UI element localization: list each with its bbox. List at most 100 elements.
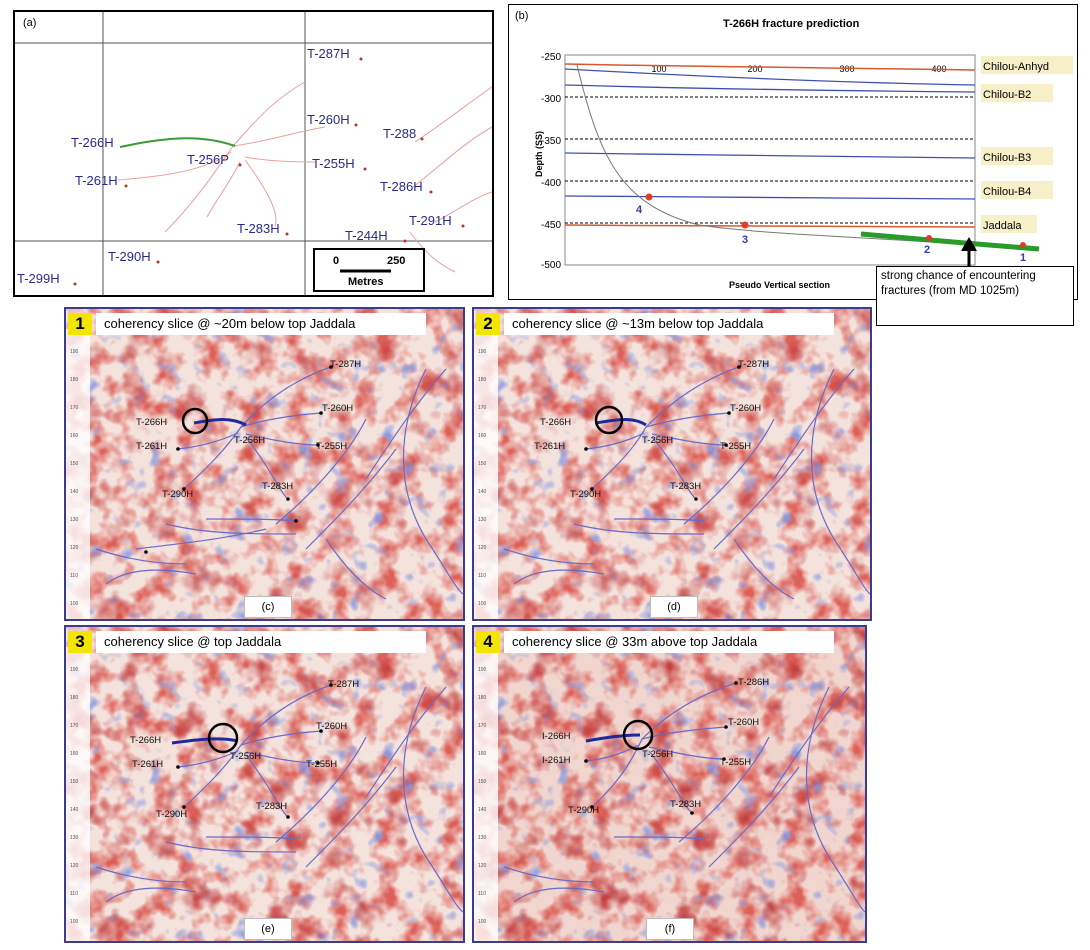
axis-tick: 100 — [70, 601, 79, 607]
trajectory-t244h — [409, 231, 456, 273]
slice-well-label: T-255H — [720, 757, 751, 768]
axis-tick: 190 — [478, 349, 487, 355]
well-label: T-287H — [307, 46, 350, 61]
y-tick: -250 — [541, 52, 561, 63]
chart-title: T-266H fracture prediction — [723, 18, 860, 30]
horizon-label: Chilou-Anhyd — [983, 61, 1049, 73]
slice-number-badge: 1 — [68, 313, 92, 335]
panel-a: (a) T-287H T-260H T-288 T-266H T-256P T-… — [13, 10, 494, 297]
well-label: T-256P — [187, 152, 229, 167]
trajectory-t283h — [244, 159, 277, 228]
axis-tick: 160 — [478, 751, 487, 757]
panel-b-label: (b) — [515, 10, 528, 22]
slice-well-label: T-266H — [130, 735, 161, 746]
trajectory-t286h — [412, 126, 492, 188]
axis-tick: 190 — [478, 667, 487, 673]
axis-tick: 140 — [70, 807, 79, 813]
well-label: T-255H — [312, 156, 355, 171]
axis-tick: 190 — [70, 667, 79, 673]
horizon-jaddala — [564, 224, 976, 228]
axis-tick: 130 — [478, 835, 487, 841]
slice-panel-4: 190 180 170 160 150 140 130 120 110 100 … — [472, 625, 867, 943]
slice-4-image: 190 180 170 160 150 140 130 120 110 100 … — [474, 627, 865, 941]
horizon-label: Jaddala — [983, 220, 1022, 232]
axis-tick: 150 — [478, 461, 487, 467]
axis-tick: 130 — [70, 517, 79, 523]
axis-tick: 110 — [70, 891, 78, 897]
axis-tick: 100 — [478, 919, 487, 925]
slice-title: coherency slice @ 33m above top Jaddala — [504, 631, 834, 653]
axis-tick: 110 — [478, 573, 486, 579]
slice-well-label: T-255H — [720, 441, 751, 452]
trajectory-t291h — [434, 191, 492, 223]
axis-tick: 130 — [478, 517, 487, 523]
fracture-zone — [860, 231, 1040, 252]
axis-tick: 120 — [478, 545, 487, 551]
axis-tick: 190 — [70, 349, 79, 355]
horizon-chilou-b2 — [564, 84, 976, 93]
axis-tick: 170 — [70, 723, 79, 729]
x-tick: 200 — [747, 64, 762, 74]
slice-well-label: T-256H — [642, 435, 673, 446]
y-tick: -450 — [541, 220, 561, 231]
well-label: T-299H — [17, 271, 60, 286]
well-label: T-266H — [71, 135, 114, 150]
well-label: T-291H — [409, 213, 452, 228]
trajectory-t266h-highlight — [119, 137, 236, 148]
panel-a-label: (a) — [23, 17, 36, 29]
trajectory-t288 — [414, 86, 492, 143]
slice-caption: (f) — [646, 918, 694, 940]
horizon-label: Chilou-B2 — [983, 89, 1031, 101]
slice-well-label: I-266H — [542, 731, 571, 742]
horizon-chilou-b3 — [564, 152, 976, 159]
horizon-label: Chilou-B4 — [983, 186, 1031, 198]
axis-tick: 100 — [478, 601, 487, 607]
slice-well-label: T-287H — [328, 679, 359, 690]
axis-tick: 120 — [478, 863, 487, 869]
slice-well-label: T-283H — [256, 801, 287, 812]
slice-well-label: T-287H — [738, 359, 769, 370]
slice-number-badge: 4 — [476, 631, 500, 653]
well-label: T-260H — [307, 112, 350, 127]
axis-tick: 110 — [70, 573, 78, 579]
slice-caption: (c) — [244, 596, 292, 618]
well-trajectory — [576, 64, 976, 246]
y-tick: -350 — [541, 136, 561, 147]
slice-well-label: T-283H — [670, 481, 701, 492]
trajectory-t255h — [244, 156, 316, 163]
slice-title: coherency slice @ ~13m below top Jaddala — [504, 313, 834, 335]
slice-well-label: T-256H — [234, 435, 265, 446]
trajectory-t260h — [232, 126, 326, 147]
scale-end: 250 — [387, 255, 405, 267]
point-label: 2 — [924, 244, 930, 256]
y-tick: -400 — [541, 178, 561, 189]
slice-title: coherency slice @ top Jaddala — [96, 631, 426, 653]
y-tick: -500 — [541, 260, 561, 271]
slice-well-label: T-256H — [642, 749, 673, 760]
horizon-chilou-anhyd-base — [564, 68, 976, 86]
slice-well-label: T-260H — [728, 717, 759, 728]
axis-tick: 160 — [478, 433, 487, 439]
axis-tick: 180 — [70, 695, 79, 701]
x-tick: 100 — [651, 64, 666, 74]
slice-well-label: T-261H — [132, 759, 163, 770]
slice-well-label: T-290H — [162, 489, 193, 500]
slice-3-image: 190 180 170 160 150 140 130 120 110 100 … — [66, 627, 463, 941]
axis-tick: 130 — [70, 835, 79, 841]
axis-tick: 170 — [478, 723, 487, 729]
slice-well-label: T-290H — [568, 805, 599, 816]
slice-well-label: T-255H — [306, 759, 337, 770]
slice-title: coherency slice @ ~20m below top Jaddala — [96, 313, 426, 335]
axis-tick: 160 — [70, 433, 79, 439]
slice-well-label: T-260H — [322, 403, 353, 414]
slice-well-label: T-266H — [540, 417, 571, 428]
axis-tick: 170 — [70, 405, 79, 411]
axis-tick: 110 — [478, 891, 486, 897]
slice-well-label: T-255H — [316, 441, 347, 452]
axis-tick: 140 — [478, 807, 487, 813]
slice-well-label: T-283H — [262, 481, 293, 492]
well-label: T-290H — [108, 249, 151, 264]
trajectory-t261h — [117, 151, 232, 181]
point-label: 3 — [742, 234, 748, 246]
well-label: T-283H — [237, 221, 280, 236]
